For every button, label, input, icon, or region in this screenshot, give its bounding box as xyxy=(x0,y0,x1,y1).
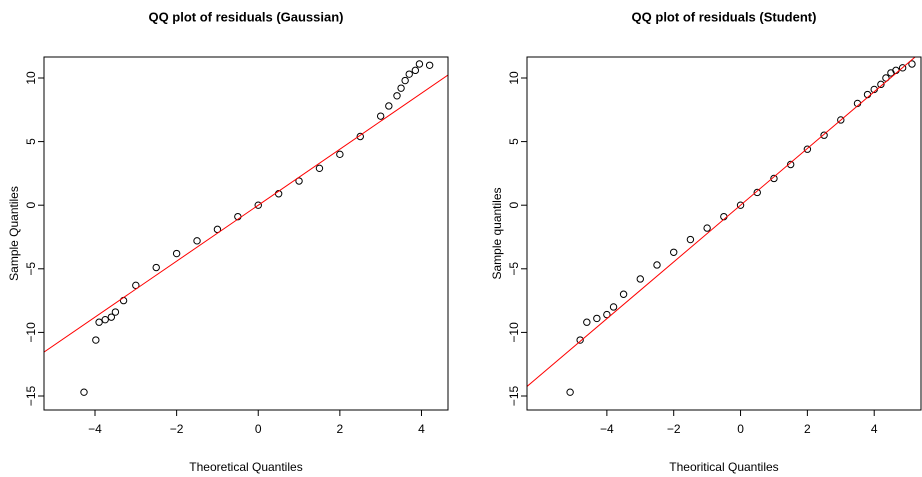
point xyxy=(254,201,262,209)
y-tick-label: 0 xyxy=(24,202,38,209)
point xyxy=(111,308,120,316)
y-tick-label: 0 xyxy=(507,202,521,209)
point xyxy=(753,188,761,197)
y-tick-label: −5 xyxy=(507,262,521,276)
point xyxy=(356,132,364,141)
point xyxy=(405,70,413,78)
x-tick-label: −4 xyxy=(600,422,614,436)
point xyxy=(686,235,695,244)
point xyxy=(908,60,916,68)
point xyxy=(172,249,181,258)
point xyxy=(892,66,900,75)
point xyxy=(95,318,103,326)
point xyxy=(786,160,795,169)
point xyxy=(770,174,778,183)
point xyxy=(107,313,116,321)
x-tick-label: −2 xyxy=(170,422,184,436)
point xyxy=(803,145,812,153)
point xyxy=(80,388,88,396)
x-tick-label: 4 xyxy=(871,422,878,436)
point xyxy=(877,80,885,89)
y-tick-label: 5 xyxy=(24,138,38,145)
y-axis-label: Sample Quantiles xyxy=(7,186,21,281)
point xyxy=(393,92,401,100)
point xyxy=(619,290,628,298)
x-tick-label: −2 xyxy=(667,422,681,436)
point xyxy=(295,177,303,185)
point xyxy=(593,314,601,323)
point xyxy=(703,224,711,232)
point xyxy=(193,237,201,245)
x-tick-label: 2 xyxy=(804,422,811,436)
reference-line xyxy=(527,57,916,387)
y-tick-label: −15 xyxy=(507,386,521,407)
plot-frame xyxy=(526,56,922,411)
point xyxy=(576,336,584,344)
y-tick-label: 10 xyxy=(507,71,521,85)
y-axis-label: Sample quantiles xyxy=(490,187,504,279)
x-tick-label: 4 xyxy=(418,422,425,436)
y-tick-label: −10 xyxy=(507,322,521,343)
x-axis-label: Theoretical Quantiles xyxy=(189,460,302,474)
point xyxy=(336,150,344,159)
point xyxy=(92,336,100,344)
point xyxy=(411,66,420,75)
point xyxy=(653,261,661,269)
x-tick-label: 2 xyxy=(337,422,344,436)
point xyxy=(376,112,385,120)
plot-frame xyxy=(43,56,449,411)
point xyxy=(837,116,845,124)
point xyxy=(603,310,611,319)
point xyxy=(425,61,434,69)
point xyxy=(566,388,574,396)
point xyxy=(820,131,828,139)
y-tick-label: −10 xyxy=(24,322,38,343)
y-tick-label: 10 xyxy=(24,71,38,85)
point xyxy=(636,275,644,283)
chart-title: QQ plot of residuals (Gaussian) xyxy=(148,9,343,24)
point xyxy=(736,201,745,209)
chart-title: QQ plot of residuals (Student) xyxy=(632,9,817,24)
point xyxy=(898,64,907,72)
point xyxy=(397,84,405,92)
reference-line xyxy=(44,74,448,353)
x-axis-label: Theoritical Quantiles xyxy=(669,460,778,474)
point xyxy=(609,303,618,311)
point xyxy=(385,102,393,110)
x-tick-label: −4 xyxy=(88,422,102,436)
point xyxy=(401,76,409,85)
point xyxy=(213,225,222,234)
x-tick-label: 0 xyxy=(255,422,262,436)
y-tick-label: −5 xyxy=(24,262,38,276)
y-tick-label: 5 xyxy=(507,138,521,145)
point xyxy=(670,248,678,256)
point xyxy=(583,318,591,326)
x-tick-label: 0 xyxy=(737,422,744,436)
point xyxy=(315,164,324,173)
point xyxy=(101,315,109,324)
point xyxy=(152,263,160,272)
y-tick-label: −15 xyxy=(24,386,38,407)
point xyxy=(119,296,128,305)
point xyxy=(415,60,424,68)
point xyxy=(132,281,140,290)
